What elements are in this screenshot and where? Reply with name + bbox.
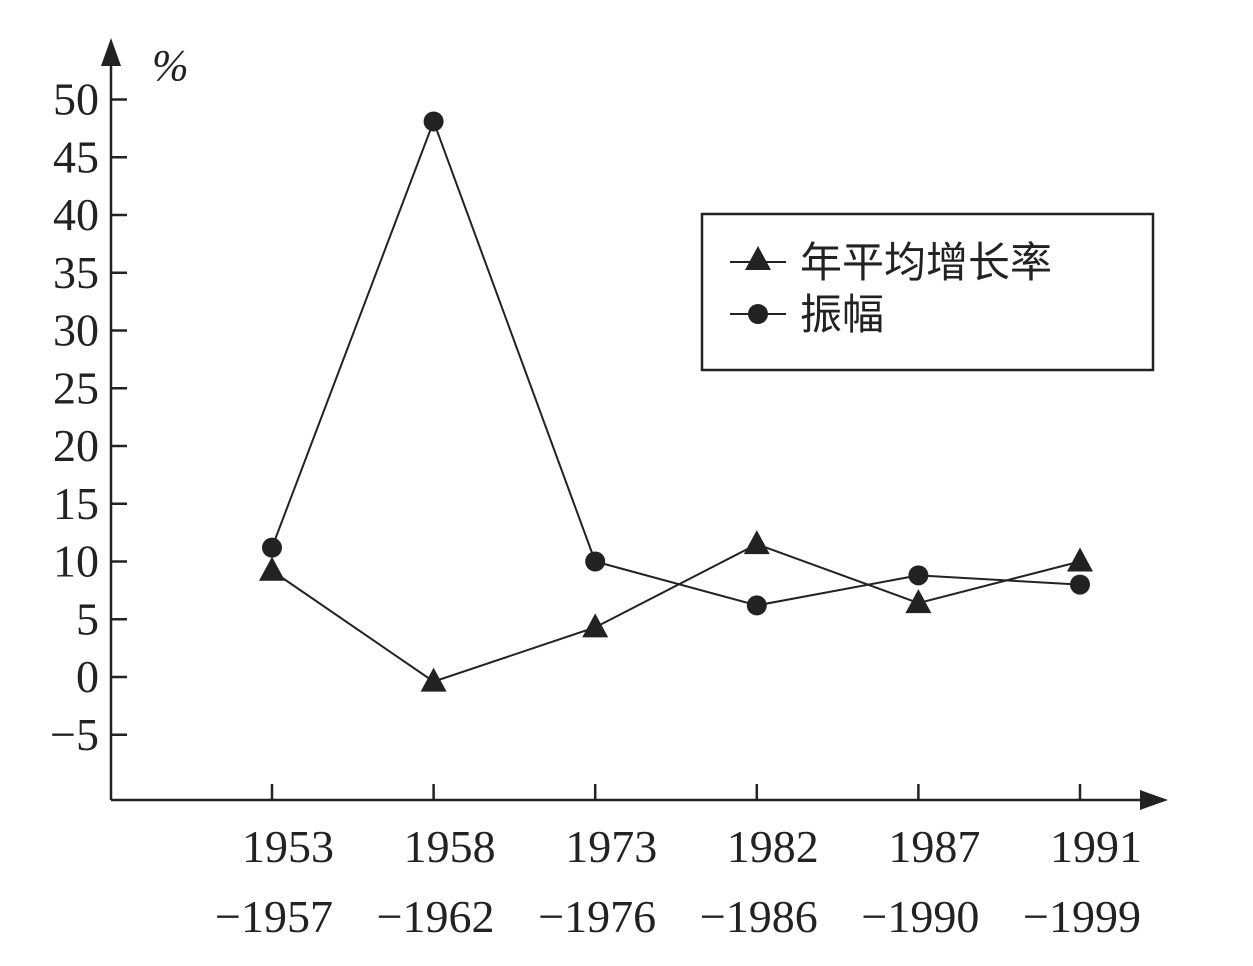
x-labels: 1953 −1957 1958 −1962 1973 −1976 1982 −1986 1987… bbox=[215, 784, 1142, 942]
x-category-label-line1: 1982 bbox=[727, 821, 819, 872]
x-category-label-line1: 1973 bbox=[565, 821, 657, 872]
y-tick-label: −5 bbox=[50, 709, 99, 760]
y-tick-label: 15 bbox=[53, 478, 99, 529]
series-line-1 bbox=[271, 118, 1081, 607]
legend-circle-icon bbox=[748, 304, 768, 324]
x-category-label-line2: −1962 bbox=[377, 891, 495, 942]
y-tick-label: 5 bbox=[76, 593, 99, 644]
legend: 年平均增长率 振幅 bbox=[700, 212, 1155, 372]
data-point-circle bbox=[1070, 574, 1090, 595]
data-point-triangle bbox=[905, 589, 932, 614]
y-tick-label: 40 bbox=[53, 189, 99, 240]
y-tick-label: 25 bbox=[53, 362, 99, 413]
y-ticks: −5 0 5 10 15 20 25 30 35 40 45 50 bbox=[50, 74, 127, 760]
x-category-label-line1: 1991 bbox=[1050, 821, 1142, 872]
y-tick-label: 10 bbox=[53, 536, 99, 587]
y-tick-label: 45 bbox=[53, 131, 99, 182]
y-tick-label: 20 bbox=[53, 420, 99, 471]
data-point-triangle bbox=[420, 667, 447, 692]
y-tick-label: 50 bbox=[53, 74, 99, 125]
x-category-label-line2: −1999 bbox=[1023, 891, 1141, 942]
x-category-label-line1: 1958 bbox=[404, 821, 496, 872]
data-point-circle bbox=[908, 565, 929, 586]
legend-label-amplitude: 振幅 bbox=[800, 290, 884, 339]
x-category-label-line2: −1957 bbox=[215, 891, 333, 942]
x-category-label-line1: 1953 bbox=[242, 821, 334, 872]
data-point-triangle bbox=[743, 530, 770, 555]
data-point-circle bbox=[262, 537, 282, 558]
x-category-label-line1: 1987 bbox=[888, 821, 980, 872]
legend-label-growth: 年平均增长率 bbox=[800, 238, 1052, 287]
data-point-circle bbox=[585, 551, 606, 572]
legend-box bbox=[700, 212, 1155, 372]
data-point-triangle bbox=[259, 556, 285, 581]
x-axis-arrow bbox=[1140, 790, 1168, 810]
legend-triangle-icon bbox=[745, 246, 771, 270]
data-point-triangle bbox=[582, 613, 609, 638]
x-category-label-line2: −1976 bbox=[538, 891, 656, 942]
series-line-0 bbox=[271, 543, 1081, 683]
data-point-circle bbox=[423, 111, 444, 132]
y-tick-label: 35 bbox=[53, 247, 99, 298]
y-tick-label: 0 bbox=[76, 651, 99, 702]
y-unit-label: % bbox=[152, 41, 189, 90]
y-axis-arrow bbox=[101, 38, 121, 66]
data-point-triangle bbox=[1067, 547, 1093, 572]
series-group bbox=[259, 111, 1093, 692]
x-category-label-line2: −1990 bbox=[861, 891, 979, 942]
x-category-label-line2: −1986 bbox=[700, 891, 818, 942]
data-point-circle bbox=[746, 595, 767, 616]
y-tick-label: 30 bbox=[53, 305, 99, 356]
